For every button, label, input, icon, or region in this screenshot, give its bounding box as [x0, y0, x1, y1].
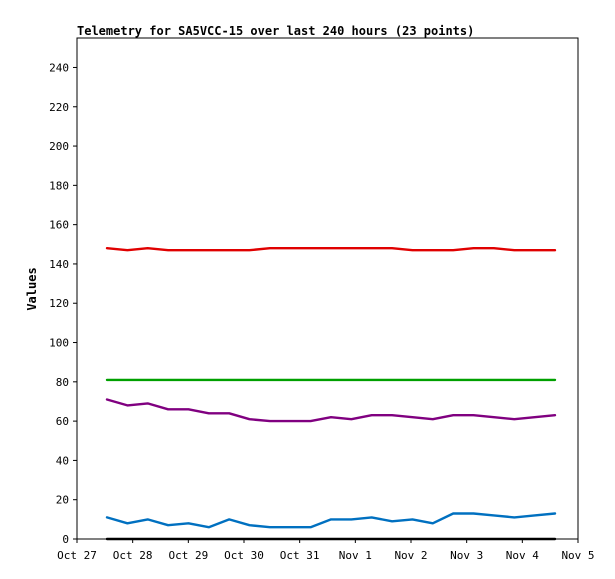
y-tick-label: 220: [49, 101, 69, 114]
y-axis-label: Values: [25, 267, 39, 310]
series-line-1: [105, 246, 557, 252]
y-tick-label: 20: [56, 494, 69, 507]
y-tick-label: 40: [56, 454, 69, 467]
plot-frame: [76, 37, 579, 540]
y-tick-label: 200: [49, 140, 69, 153]
x-axis: Oct 27 Oct 28 Oct 29 Oct 30 Oct 31 Nov 1 Nov 2…: [57, 539, 595, 562]
y-tick-label: 0: [62, 533, 69, 546]
series-line-3: [105, 398, 557, 423]
y-tick-label: 140: [49, 258, 69, 271]
x-tick-label: Oct 31: [280, 549, 320, 562]
series-layer: [105, 246, 557, 541]
chart-title: Telemetry for SA5VCC-15 over last 240 ho…: [77, 24, 474, 38]
y-axis: 0 20 40 60 80 100 120 140 160 180 200 220 240: [49, 61, 77, 546]
y-tick-label: 180: [49, 179, 69, 192]
x-tick-label: Nov 4: [506, 549, 539, 562]
x-tick-label: Oct 28: [113, 549, 153, 562]
y-tick-label: 120: [49, 297, 69, 310]
x-tick-label: Nov 2: [394, 549, 427, 562]
x-tick-label: Oct 30: [224, 549, 264, 562]
y-tick-label: 100: [49, 337, 69, 350]
x-tick-label: Oct 27: [57, 549, 97, 562]
x-tick-label: Oct 29: [168, 549, 208, 562]
x-tick-label: Nov 5: [561, 549, 594, 562]
series-line-4: [105, 512, 557, 529]
y-tick-label: 60: [56, 415, 69, 428]
x-tick-label: Nov 1: [339, 549, 372, 562]
y-tick-label: 160: [49, 219, 69, 232]
x-tick-label: Nov 3: [450, 549, 483, 562]
y-tick-label: 240: [49, 61, 69, 74]
y-tick-label: 80: [56, 376, 69, 389]
